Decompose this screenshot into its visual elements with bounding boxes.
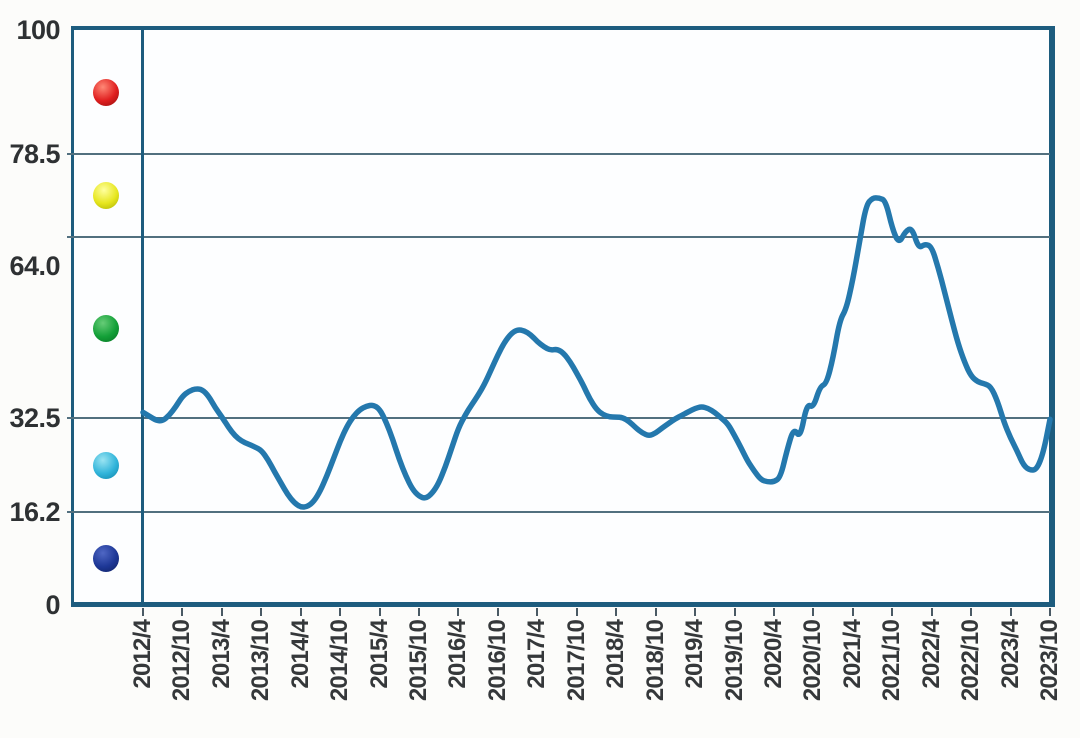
x-axis-tick bbox=[733, 608, 736, 616]
green-ball-icon bbox=[93, 314, 119, 342]
x-axis-tick bbox=[299, 608, 302, 616]
x-axis-tick bbox=[339, 608, 342, 616]
x-axis-tick bbox=[772, 608, 775, 616]
x-axis-tick-label: 2023/4 bbox=[996, 620, 1024, 689]
x-axis-tick bbox=[812, 608, 815, 616]
x-axis-tick bbox=[142, 608, 144, 616]
x-axis-tick-label: 2019/10 bbox=[720, 620, 748, 702]
x-axis-tick-label: 2013/10 bbox=[247, 620, 275, 702]
x-axis-tick bbox=[496, 608, 499, 616]
x-axis-tick bbox=[536, 608, 539, 616]
x-axis-tick-label: 2019/4 bbox=[681, 620, 709, 689]
x-axis-tick bbox=[418, 608, 421, 616]
x-axis-tick-label: 2016/4 bbox=[444, 620, 472, 689]
x-axis-tick-label: 2018/10 bbox=[641, 620, 669, 702]
yellow-ball-icon bbox=[93, 182, 119, 210]
x-axis-tick-label: 2014/4 bbox=[286, 620, 314, 689]
y-axis-tick-label: 78.5 bbox=[9, 138, 60, 169]
y-axis-tick-label: 100 bbox=[16, 15, 60, 45]
x-axis-tick bbox=[220, 608, 223, 616]
x-axis-tick bbox=[930, 608, 933, 616]
gridline bbox=[67, 510, 1050, 513]
gridline bbox=[67, 236, 1050, 238]
cyan-ball-icon bbox=[93, 451, 119, 479]
x-axis-tick bbox=[378, 608, 381, 616]
x-axis-tick-label: 2015/10 bbox=[405, 620, 433, 702]
x-axis-tick-label: 2015/4 bbox=[365, 620, 393, 689]
red-ball-icon bbox=[93, 78, 119, 106]
x-axis-tick-label: 2022/10 bbox=[957, 620, 985, 702]
y-axis-tick-label: 32.5 bbox=[9, 403, 60, 434]
chart-frame bbox=[71, 26, 1055, 607]
x-axis-tick-label: 2012/4 bbox=[129, 620, 156, 689]
x-axis-tick bbox=[851, 608, 854, 616]
x-axis-tick bbox=[891, 608, 894, 616]
trend-line-svg bbox=[140, 195, 1053, 510]
x-axis-tick bbox=[457, 608, 460, 616]
x-axis-tick bbox=[694, 608, 697, 616]
x-axis-tick-label: 2018/4 bbox=[602, 620, 630, 689]
x-axis-tick bbox=[1049, 608, 1051, 616]
y-axis-tick-label: 0 bbox=[45, 590, 60, 620]
x-axis-tick bbox=[970, 608, 973, 616]
gridline bbox=[67, 152, 1050, 155]
legend-plot-divider bbox=[141, 30, 144, 603]
gridline bbox=[67, 417, 1050, 420]
x-axis-tick-label: 2012/10 bbox=[168, 620, 196, 702]
x-axis-tick-label: 2016/10 bbox=[483, 620, 511, 702]
x-axis-tick bbox=[260, 608, 263, 616]
x-axis-tick-label: 2021/4 bbox=[838, 620, 866, 689]
x-axis-tick-label: 2017/4 bbox=[523, 620, 551, 689]
x-axis-tick bbox=[615, 608, 618, 616]
x-axis-tick bbox=[575, 608, 578, 616]
index-trend-line bbox=[140, 195, 1053, 510]
x-axis-tick bbox=[181, 608, 184, 616]
x-axis-tick-label: 2017/10 bbox=[562, 620, 590, 702]
x-axis-tick-label: 2013/4 bbox=[207, 620, 235, 689]
x-axis-tick-label: 2023/10 bbox=[1036, 620, 1063, 702]
x-axis-tick-label: 2020/10 bbox=[799, 620, 827, 702]
y-axis-tick-label: 16.2 bbox=[9, 496, 60, 527]
x-axis-tick bbox=[1009, 608, 1012, 616]
navy-ball-icon bbox=[93, 545, 119, 573]
x-axis-tick bbox=[654, 608, 657, 616]
x-axis-tick-label: 2021/10 bbox=[878, 620, 906, 702]
x-axis-tick-label: 2020/4 bbox=[759, 620, 787, 689]
x-axis-tick-label: 2014/10 bbox=[326, 620, 354, 702]
y-axis-tick-label: 64.0 bbox=[9, 251, 60, 281]
x-axis-tick-label: 2022/4 bbox=[917, 620, 945, 689]
